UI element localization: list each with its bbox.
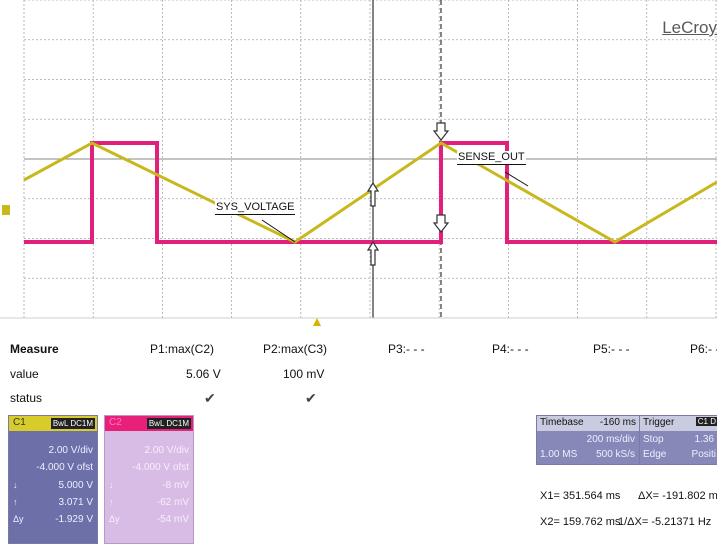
cursor-dx-readout: ΔX= -191.802 ms <box>638 490 717 502</box>
param-p3-label[interactable]: P3:- - - <box>388 342 425 356</box>
cursor-inv-dx-readout: 1/ΔX= -5.21371 Hz <box>618 516 711 528</box>
param-p5-label[interactable]: P5:- - - <box>593 342 630 356</box>
channel1-down-value: 5.000 V <box>59 480 93 491</box>
channel1-name: C1 <box>13 417 26 428</box>
measure-status-label: status <box>10 391 42 405</box>
timebase-memory: 1.00 MS <box>540 449 577 460</box>
trigger-type: Edge <box>643 449 666 460</box>
channel-offset-marker-icon <box>2 205 10 215</box>
channel1-up-value: 3.071 V <box>59 497 93 508</box>
trigger-mode: Stop <box>643 434 664 445</box>
trigger-slope: Positi <box>692 449 716 460</box>
param-p2-value: 100 mV <box>283 367 324 381</box>
param-p2-status-check-icon: ✔ <box>305 390 317 407</box>
channel1-delta-label: Δy <box>13 514 24 524</box>
param-p2-label[interactable]: P2:max(C3) <box>263 342 327 356</box>
channel2-up-arrow-icon: ↑ <box>109 497 114 507</box>
channel2-offset: -4.000 V ofst <box>132 462 189 473</box>
trigger-position-icon <box>313 318 321 326</box>
channel2-coupling-badge: BwL DC1M <box>147 418 191 429</box>
timebase-sample-rate: 500 kS/s <box>596 449 635 460</box>
channel2-delta-label: Δy <box>109 514 120 524</box>
trigger-descriptor[interactable]: Trigger C1 D Stop 1.36 Edge Positi <box>639 415 717 465</box>
channel2-up-value: -62 mV <box>157 497 189 508</box>
trigger-label: Trigger <box>643 417 674 428</box>
channel2-name: C2 <box>109 417 122 428</box>
timebase-tdiv: 200 ms/div <box>587 434 635 445</box>
trace-label-sys-voltage: SYS_VOLTAGE <box>215 201 295 215</box>
channel1-coupling-badge: BwL DC1M <box>51 418 95 429</box>
measure-header: Measure <box>10 342 59 356</box>
channel2-down-arrow-icon: ↓ <box>109 480 114 490</box>
channel2-descriptor[interactable]: C2 BwL DC1M 2.00 V/div -4.000 V ofst ↓ -… <box>104 415 194 544</box>
trigger-channel-badge: C1 D <box>696 417 717 426</box>
param-p1-status-check-icon: ✔ <box>204 390 216 407</box>
param-p1-value: 5.06 V <box>186 367 221 381</box>
channel1-down-arrow-icon: ↓ <box>13 480 18 490</box>
channel2-vdiv: 2.00 V/div <box>145 445 189 456</box>
channel1-descriptor[interactable]: C1 BwL DC1M 2.00 V/div -4.000 V ofst ↓ 5… <box>8 415 98 544</box>
channel1-vdiv: 2.00 V/div <box>49 445 93 456</box>
channel1-up-arrow-icon: ↑ <box>13 497 18 507</box>
cursor-x1-readout: X1= 351.564 ms <box>540 490 620 502</box>
waveform-grid <box>0 0 717 330</box>
timebase-label: Timebase <box>540 417 584 428</box>
cursor-x2-readout: X2= 159.762 ms <box>540 516 620 528</box>
channel1-delta-value: -1.929 V <box>55 514 93 525</box>
channel2-delta-value: -54 mV <box>157 514 189 525</box>
measure-value-label: value <box>10 367 39 381</box>
param-p1-label[interactable]: P1:max(C2) <box>150 342 214 356</box>
channel2-down-value: -8 mV <box>162 480 189 491</box>
param-p6-label[interactable]: P6:- - <box>690 342 717 356</box>
trace-label-sense-out: SENSE_OUT <box>457 151 526 165</box>
channel1-offset: -4.000 V ofst <box>36 462 93 473</box>
timebase-delay: -160 ms <box>600 417 636 428</box>
scope-display[interactable]: LeCroy SYS_VOLTAGE SENSE_OUT <box>0 0 717 330</box>
param-p4-label[interactable]: P4:- - - <box>492 342 529 356</box>
trigger-level: 1.36 <box>695 434 714 445</box>
measure-panel: Measure value status P1:max(C2) 5.06 V ✔… <box>0 340 717 410</box>
brand-logo: LeCroy <box>662 18 717 38</box>
timebase-descriptor[interactable]: Timebase -160 ms 200 ms/div 1.00 MS 500 … <box>536 415 640 465</box>
